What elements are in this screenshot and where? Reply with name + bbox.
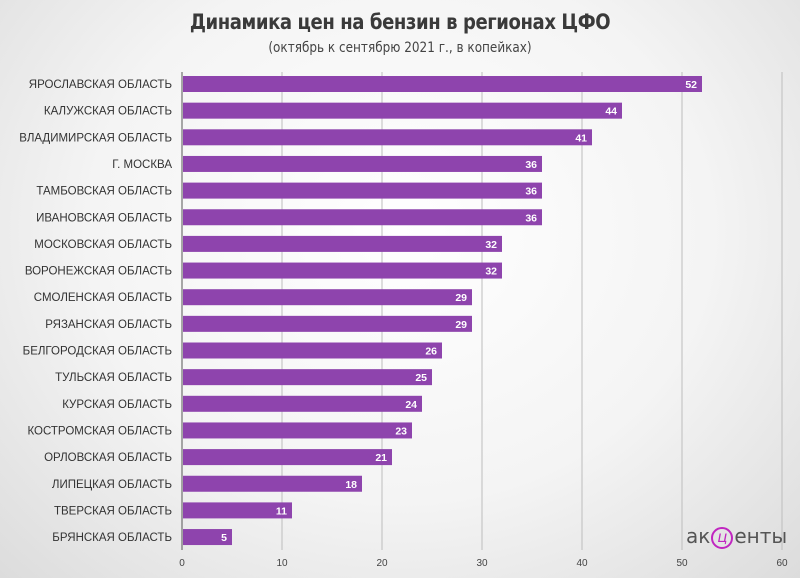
bar (183, 475, 362, 492)
chart-title: Динамика цен на бензин в регионах ЦФО (189, 10, 611, 34)
bar (183, 315, 472, 332)
bar (183, 155, 542, 172)
category-label: ВЛАДИМИРСКАЯ ОБЛАСТЬ (19, 132, 172, 144)
data-label: 32 (485, 239, 497, 251)
category-label: ЛИПЕЦКАЯ ОБЛАСТЬ (52, 479, 172, 491)
category-label: КУРСКАЯ ОБЛАСТЬ (62, 399, 172, 411)
category-label: ТУЛЬСКАЯ ОБЛАСТЬ (55, 372, 172, 384)
bar (183, 342, 442, 359)
bar (183, 262, 502, 279)
category-label: БЕЛГОРОДСКАЯ ОБЛАСТЬ (23, 346, 172, 358)
bar (183, 369, 432, 386)
logo-text: ак (686, 524, 711, 548)
category-label: РЯЗАНСКАЯ ОБЛАСТЬ (45, 319, 172, 331)
logo: ак ц енты (686, 524, 787, 549)
category-label: ВОРОНЕЖСКАЯ ОБЛАСТЬ (25, 266, 172, 278)
bar (183, 395, 422, 412)
bar (183, 76, 702, 92)
x-tick-label: 0 (179, 558, 185, 569)
category-label: КАЛУЖСКАЯ ОБЛАСТЬ (44, 106, 172, 118)
bar (183, 289, 472, 306)
data-label: 21 (375, 452, 387, 464)
category-label: ИВАНОВСКАЯ ОБЛАСТЬ (36, 212, 172, 224)
bar (183, 529, 232, 546)
category-label: МОСКОВСКАЯ ОБЛАСТЬ (34, 239, 172, 251)
data-label: 36 (525, 186, 537, 198)
category-label: ТВЕРСКАЯ ОБЛАСТЬ (54, 505, 172, 517)
bar (183, 449, 392, 466)
bar (183, 502, 292, 519)
bar (183, 102, 622, 119)
logo-text: енты (734, 524, 788, 548)
x-tick-label: 60 (776, 558, 788, 569)
category-label: Г. МОСКВА (112, 159, 172, 171)
data-label: 29 (455, 319, 467, 331)
x-tick-label: 40 (576, 558, 588, 569)
bar (183, 422, 412, 439)
x-tick-label: 20 (376, 558, 388, 569)
category-label: ЯРОСЛАВСКАЯ ОБЛАСТЬ (29, 79, 172, 91)
chart-subtitle: (октябрь к сентябрю 2021 г., в копейках) (268, 40, 532, 56)
data-label: 5 (221, 532, 227, 544)
bar (183, 209, 542, 226)
x-tick-label: 50 (676, 558, 688, 569)
category-label: БРЯНСКАЯ ОБЛАСТЬ (52, 532, 172, 544)
x-tick-label: 10 (276, 558, 288, 569)
data-label: 24 (405, 399, 417, 411)
data-label: 52 (685, 79, 697, 91)
x-tick-label: 30 (476, 558, 488, 569)
data-label: 18 (345, 479, 357, 491)
category-label: КОСТРОМСКАЯ ОБЛАСТЬ (27, 425, 172, 437)
data-label: 23 (395, 425, 407, 437)
data-label: 11 (276, 505, 287, 517)
data-label: 36 (525, 212, 537, 224)
bar (183, 129, 592, 146)
data-label: 25 (415, 372, 427, 384)
category-label: СМОЛЕНСКАЯ ОБЛАСТЬ (34, 292, 172, 304)
data-label: 26 (425, 346, 437, 358)
data-label: 36 (525, 159, 537, 171)
bar (183, 235, 502, 252)
category-label: ТАМБОВСКАЯ ОБЛАСТЬ (36, 186, 172, 198)
data-label: 44 (605, 106, 617, 118)
bar (183, 182, 542, 199)
data-label: 32 (485, 266, 497, 278)
logo-mark: ц (711, 527, 734, 549)
data-label: 41 (575, 132, 587, 144)
data-label: 29 (455, 292, 467, 304)
category-label: ОРЛОВСКАЯ ОБЛАСТЬ (44, 452, 172, 464)
